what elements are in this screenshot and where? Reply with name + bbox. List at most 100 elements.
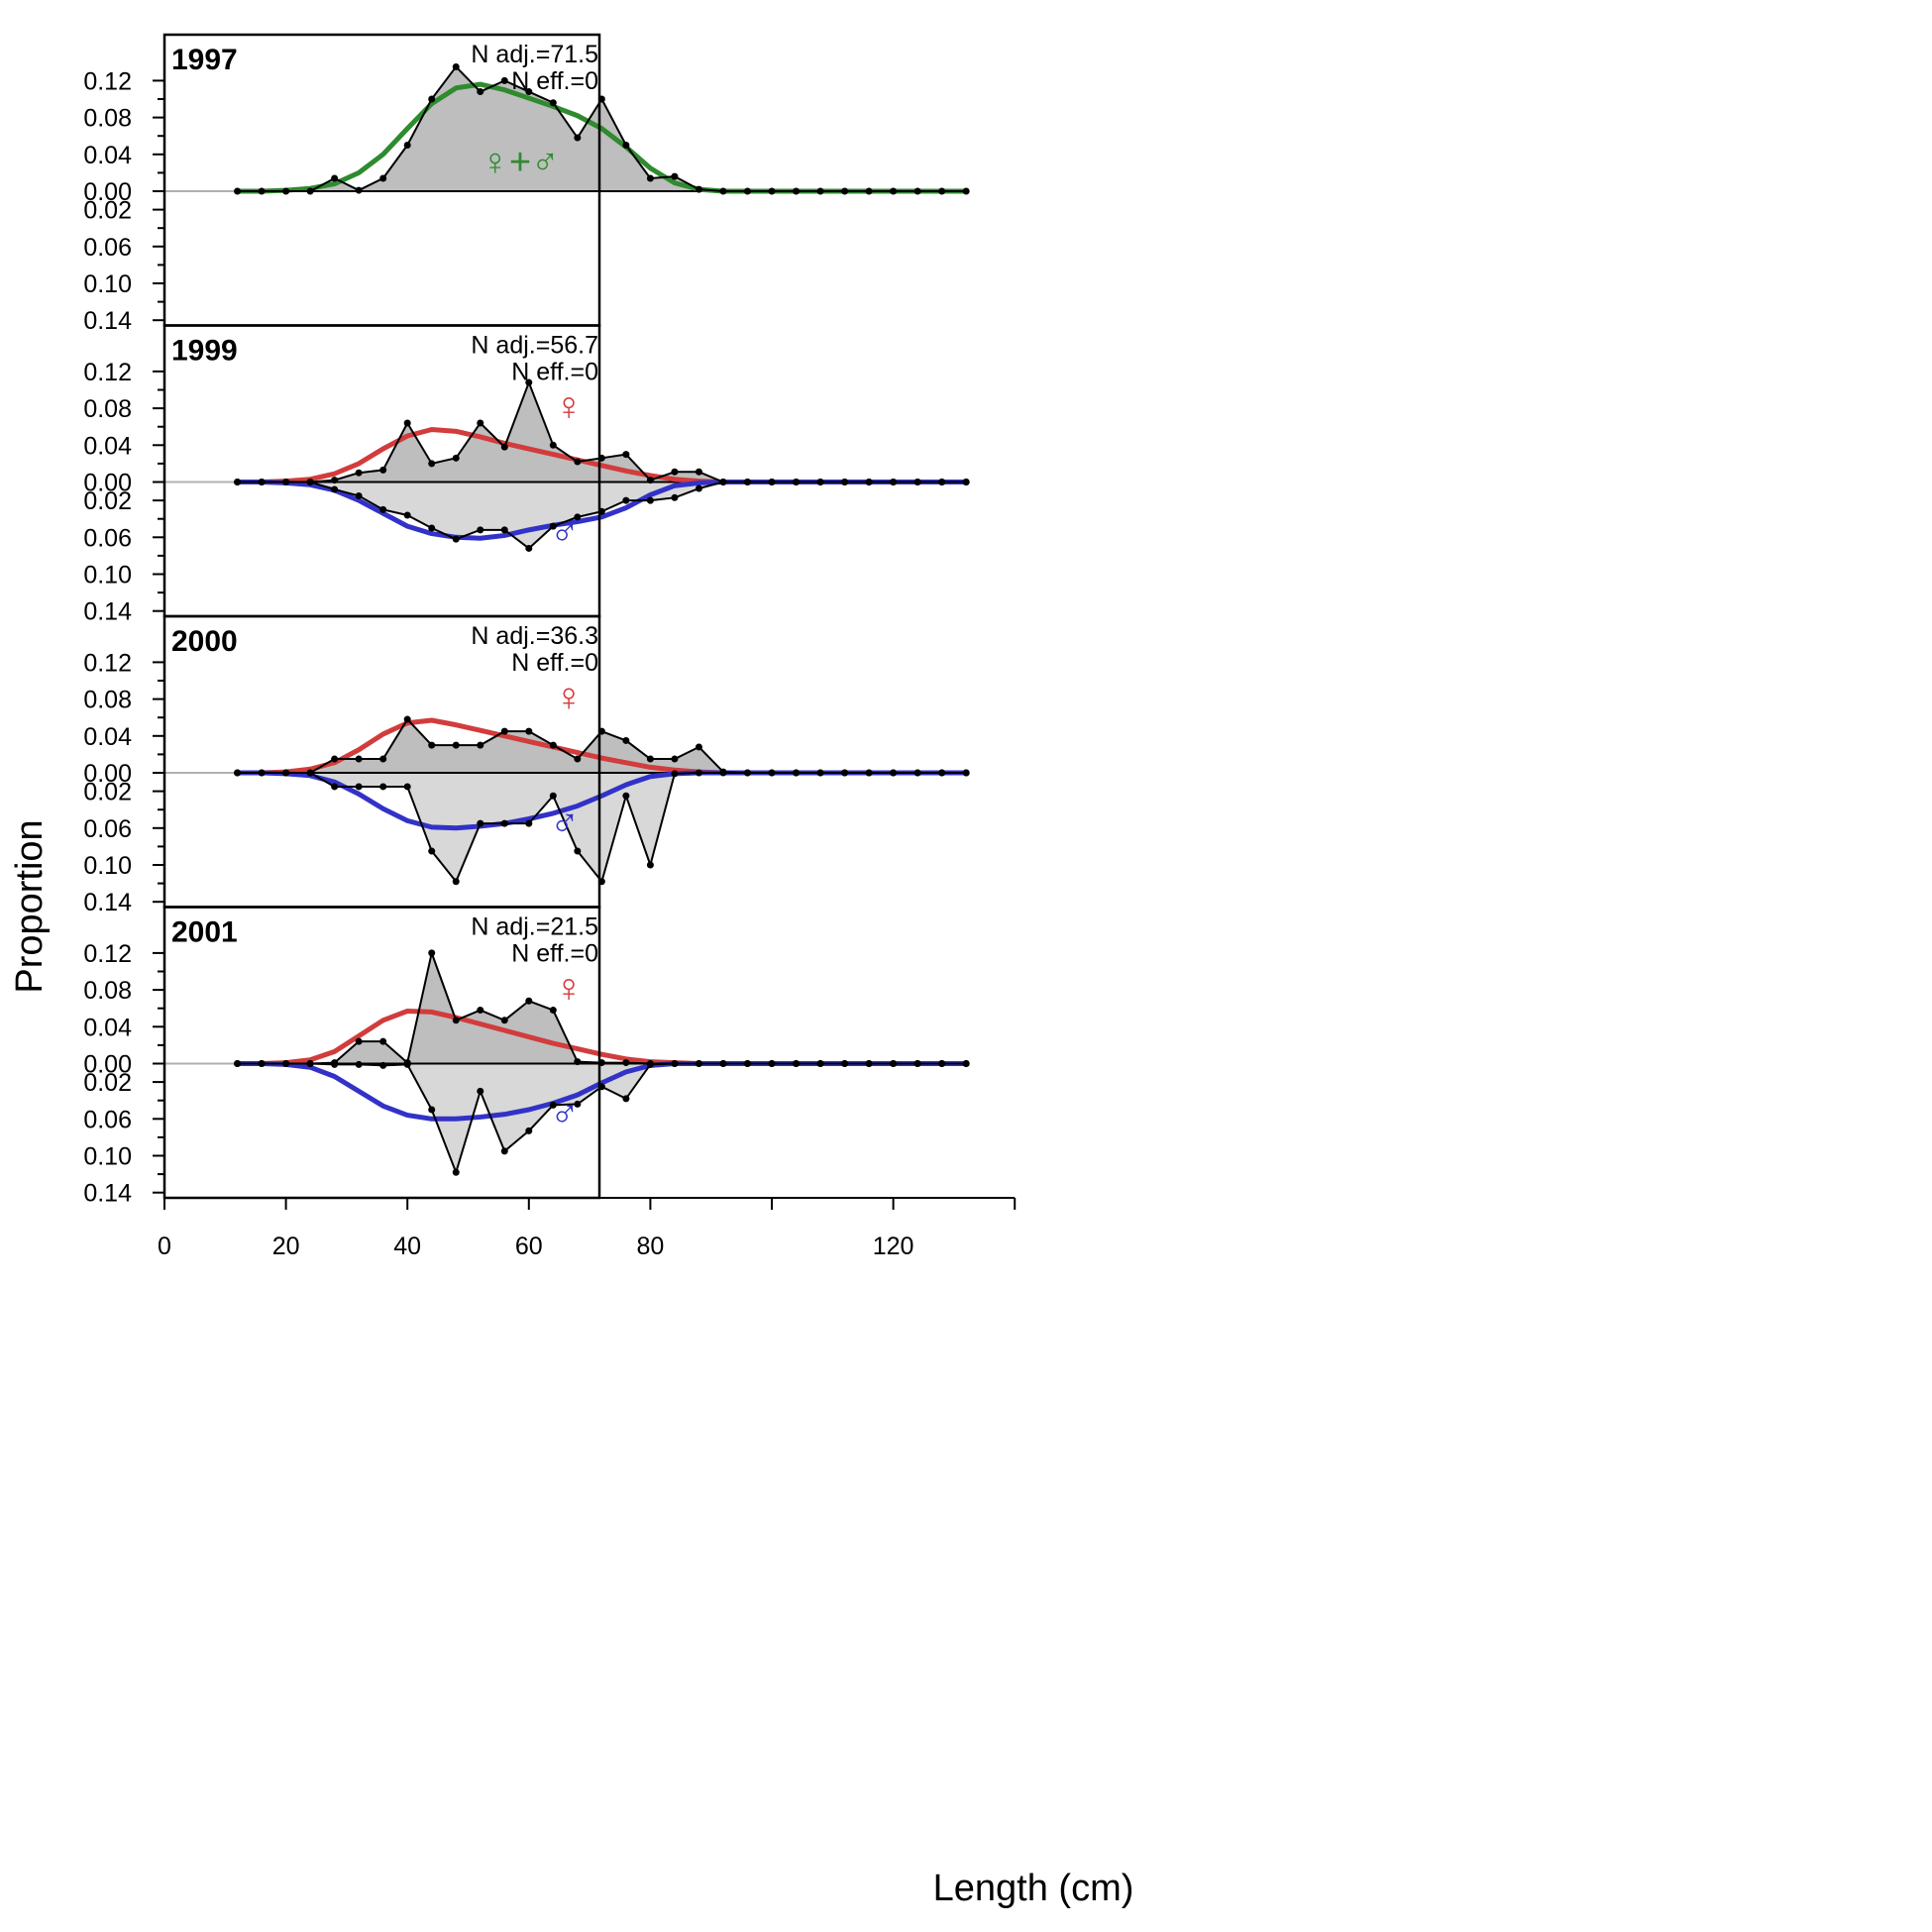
male-observed-point — [500, 819, 508, 827]
male-observed-point — [331, 1060, 339, 1068]
male-observed-point — [525, 819, 533, 827]
observed-point — [331, 174, 339, 182]
x-tick-label: 120 — [873, 1233, 914, 1260]
x-tick-label: 20 — [272, 1233, 300, 1260]
male-observed-point — [913, 769, 921, 777]
male-observed-point — [938, 769, 946, 777]
male-observed-point — [962, 479, 970, 485]
y-tick-label: 0.06 — [83, 815, 132, 843]
y-tick-label: 0.00 — [83, 760, 132, 788]
male-observed-point — [962, 1060, 970, 1067]
y-tick-label: 0.10 — [83, 852, 132, 880]
female-observed-area — [237, 382, 967, 483]
female-observed-point — [477, 741, 484, 749]
male-observed-point — [306, 769, 314, 777]
observed-point — [452, 62, 460, 70]
panel-1999: 0.12 0.08 0.04 0.000.02 0.06 0.10 0.14 ♀ ♂ 1999 N … — [83, 324, 970, 626]
x-tick-label: 0 — [158, 1233, 171, 1260]
male-observed-area — [237, 482, 967, 549]
male-observed-point — [695, 484, 702, 492]
male-observed-point — [500, 1147, 508, 1155]
observed-point — [234, 187, 242, 195]
male-observed-point — [719, 479, 727, 485]
y-tick-label: 0.08 — [83, 977, 132, 1005]
male-observed-point — [646, 496, 654, 504]
male-observed-point — [549, 522, 557, 530]
male-observed-point — [841, 1060, 849, 1067]
observed-point — [574, 134, 582, 142]
female-observed-point — [695, 743, 702, 751]
male-observed-point — [477, 526, 484, 534]
observed-point — [913, 187, 921, 195]
y-tick-label: 0.12 — [83, 359, 132, 386]
male-observed-point — [743, 1060, 751, 1067]
female-observed-point — [331, 755, 339, 763]
observed-point — [355, 186, 363, 194]
observed-point — [477, 88, 484, 96]
male-observed-point — [719, 769, 727, 777]
y-tick-label: 0.00 — [83, 178, 132, 206]
female-observed-point — [500, 443, 508, 451]
x-axis: 0 20 40 60 80 120 — [158, 1197, 1017, 1260]
female-observed-point — [428, 460, 436, 468]
observed-point — [403, 142, 411, 149]
sex-symbol-male: ♂ — [550, 1093, 580, 1136]
female-observed-point — [500, 727, 508, 735]
male-observed-point — [428, 524, 436, 532]
male-observed-point — [306, 1060, 314, 1067]
female-observed-point — [646, 755, 654, 763]
sex-symbol-female: ♀ — [554, 967, 584, 1011]
n-eff-label: N eff.=0 — [511, 67, 598, 95]
y-tick-label: 0.08 — [83, 105, 132, 133]
male-observed-point — [793, 1060, 801, 1067]
y-tick-label: 0.14 — [83, 889, 132, 916]
male-observed-point — [574, 513, 582, 521]
panel-year-label: 1999 — [171, 335, 238, 368]
male-observed-point — [500, 526, 508, 534]
observed-point — [306, 187, 314, 195]
male-observed-point — [282, 479, 290, 485]
male-observed-point — [671, 770, 679, 778]
female-observed-point — [452, 1017, 460, 1024]
observed-point — [428, 95, 436, 103]
x-tick-label: 60 — [515, 1233, 543, 1260]
female-observed-point — [355, 1037, 363, 1045]
observed-point — [743, 187, 751, 195]
x-tick-label: 80 — [636, 1233, 664, 1260]
male-observed-point — [793, 769, 801, 777]
female-observed-point — [452, 741, 460, 749]
panel-2000: 0.12 0.08 0.04 0.000.02 0.06 0.10 0.14 ♀ ♂ 2000 N … — [83, 614, 970, 916]
n-eff-label: N eff.=0 — [511, 649, 598, 677]
observed-point — [841, 187, 849, 195]
female-observed-point — [500, 1017, 508, 1024]
observed-point — [671, 172, 679, 180]
male-observed-point — [719, 1060, 727, 1067]
male-observed-point — [258, 1060, 266, 1067]
y-tick-label: 0.04 — [83, 1014, 132, 1041]
y-tick-label: 0.10 — [83, 1143, 132, 1171]
y-tick-label: 0.14 — [83, 1180, 132, 1208]
female-observed-point — [622, 1059, 630, 1067]
male-observed-point — [355, 1060, 363, 1068]
female-observed-point — [671, 468, 679, 476]
male-observed-point — [258, 769, 266, 777]
male-observed-point — [234, 1060, 242, 1067]
male-observed-point — [695, 769, 702, 777]
male-observed-point — [452, 878, 460, 886]
male-observed-point — [282, 1060, 290, 1067]
male-observed-point — [743, 769, 751, 777]
male-observed-point — [331, 485, 339, 493]
male-observed-point — [768, 479, 776, 485]
male-observed-point — [234, 769, 242, 777]
male-observed-point — [890, 1060, 898, 1067]
male-observed-point — [355, 783, 363, 791]
observed-point — [525, 88, 533, 96]
observed-point — [695, 185, 702, 193]
y-tick-label: 0.12 — [83, 67, 132, 95]
male-observed-point — [841, 479, 849, 485]
female-observed-point — [379, 1037, 387, 1045]
female-observed-point — [355, 755, 363, 763]
female-observed-point — [525, 997, 533, 1005]
male-observed-point — [477, 1087, 484, 1095]
observed-point — [282, 187, 290, 195]
